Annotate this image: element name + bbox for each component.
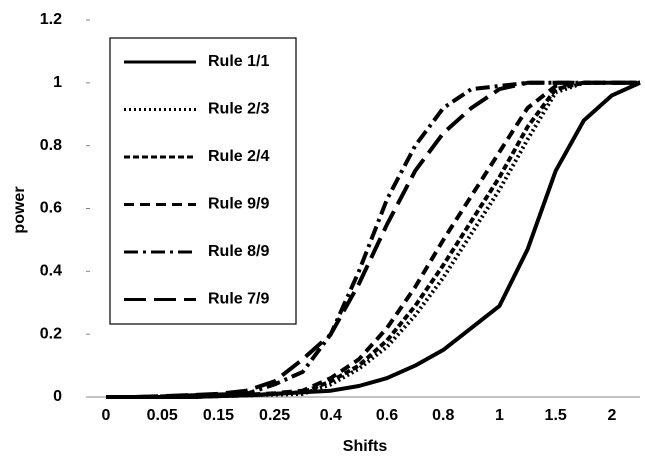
x-tick-label: 2 bbox=[607, 407, 616, 424]
legend-label: Rule 9/9 bbox=[208, 196, 269, 213]
y-tick-label: 1 bbox=[53, 74, 62, 91]
y-tick-label: 0 bbox=[53, 388, 62, 405]
x-tick-label: 0.15 bbox=[203, 407, 234, 424]
series-line bbox=[106, 80, 640, 399]
y-tick-label: 1.2 bbox=[40, 11, 62, 28]
series-line bbox=[106, 80, 640, 399]
legend-label: Rule 2/4 bbox=[208, 148, 269, 165]
y-tick-label: 0.2 bbox=[40, 325, 62, 342]
x-tick-label: 1.5 bbox=[545, 407, 567, 424]
x-tick-label: 0.05 bbox=[147, 407, 178, 424]
y-tick-label: 0.4 bbox=[40, 263, 62, 280]
x-tick-label: 0 bbox=[102, 407, 111, 424]
x-tick-label: 0.8 bbox=[432, 407, 454, 424]
legend-box bbox=[109, 37, 297, 325]
x-tick-label: 0.6 bbox=[376, 407, 398, 424]
legend-label: Rule 2/3 bbox=[208, 101, 269, 118]
y-axis-title: power bbox=[11, 186, 28, 233]
x-tick-label: 0.25 bbox=[259, 407, 290, 424]
legend-label: Rule 8/9 bbox=[208, 243, 269, 260]
x-tick-label: 0.4 bbox=[320, 407, 342, 424]
y-tick-label: 0.6 bbox=[40, 200, 62, 217]
x-axis-title: Shifts bbox=[343, 438, 388, 455]
legend-label: Rule 7/9 bbox=[208, 291, 269, 308]
legend-label: Rule 1/1 bbox=[208, 53, 269, 70]
x-tick-label: 1 bbox=[495, 407, 504, 424]
y-tick-label: 0.8 bbox=[40, 137, 62, 154]
series-line bbox=[106, 80, 640, 399]
